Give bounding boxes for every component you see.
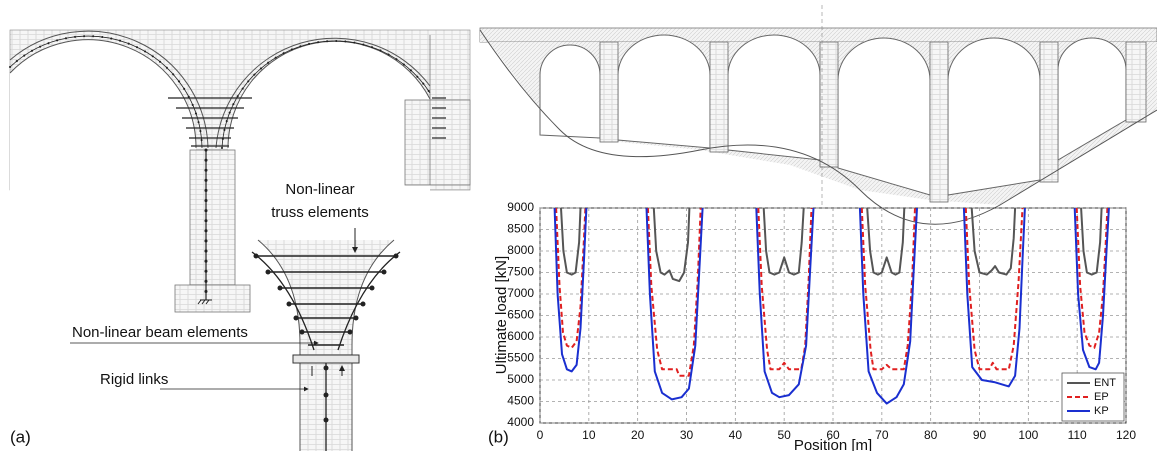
y-tick-label: 5000 [507,372,534,386]
y-tick-label: 4000 [507,415,534,429]
y-tick-label: 8500 [507,222,534,236]
panel-label: (b) [488,427,509,446]
y-tick-label: 8000 [507,243,534,257]
x-tick-label: 60 [826,428,840,442]
legend-label: EP [1094,391,1109,403]
legend-box [1061,372,1125,422]
y-tick-label: 6000 [507,329,534,343]
truss-label: truss elements [271,204,369,221]
series-line [553,208,1110,405]
x-tick-label: 120 [1116,428,1136,442]
y-tick-label: 7000 [507,286,534,300]
x-tick-label: 70 [875,428,889,442]
truss-label: Non-linear [285,181,354,198]
y-axis-title: Ultimate load [kN] [493,256,510,374]
x-tick-label: 50 [777,428,791,442]
x-tick-label: 100 [1018,428,1038,442]
y-tick-label: 5500 [507,351,534,365]
x-tick-label: 90 [973,428,987,442]
legend-label: KP [1094,405,1109,417]
y-tick-label: 6500 [507,308,534,322]
x-tick-label: 110 [1068,428,1087,442]
viaduct-drawing [479,5,1157,225]
x-tick-label: 20 [631,428,645,442]
y-tick-label: 9000 [507,200,534,214]
y-tick-label: 7500 [507,265,534,279]
y-tick-label: 4500 [507,394,534,408]
x-tick-label: 80 [924,428,938,442]
beam-label: Non-linear beam elements [72,324,248,341]
link-label: Rigid links [100,371,168,388]
panel-a-diagram: Non-linear truss elements Non-linear bea… [9,29,471,451]
plot-lines [553,208,1110,405]
series-line [555,208,1109,377]
series-line [560,208,1103,283]
x-tick-label: 0 [537,428,544,442]
x-tick-label: 10 [582,428,596,442]
x-tick-label: 30 [680,428,694,442]
x-tick-label: 40 [729,428,743,442]
panel-label: (a) [10,427,31,446]
legend-label: ENT [1094,377,1116,389]
x-axis-title: Position [m] [794,437,872,451]
